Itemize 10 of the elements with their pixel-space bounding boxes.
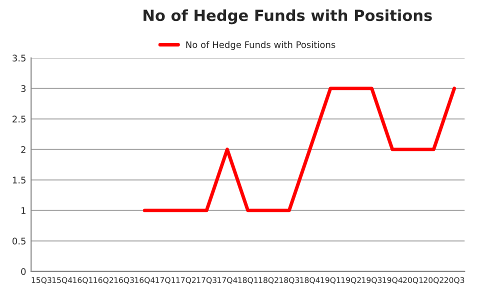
y-tick-label: 3 [21,85,26,92]
y-tick-label: 2 [21,146,26,153]
y-tick-label: 2.5 [12,116,26,123]
y-tick-label: 0.5 [12,238,26,245]
y-tick-label: 1.5 [12,176,26,184]
y-tick-label: 1 [22,207,26,214]
y-tick-label: 3.5 [12,54,26,62]
legend-label: No of Hedge Funds with Positions [186,41,336,50]
chart-title: No of Hedge Funds with Positions [144,9,432,24]
y-tick-label: 0 [21,268,26,276]
